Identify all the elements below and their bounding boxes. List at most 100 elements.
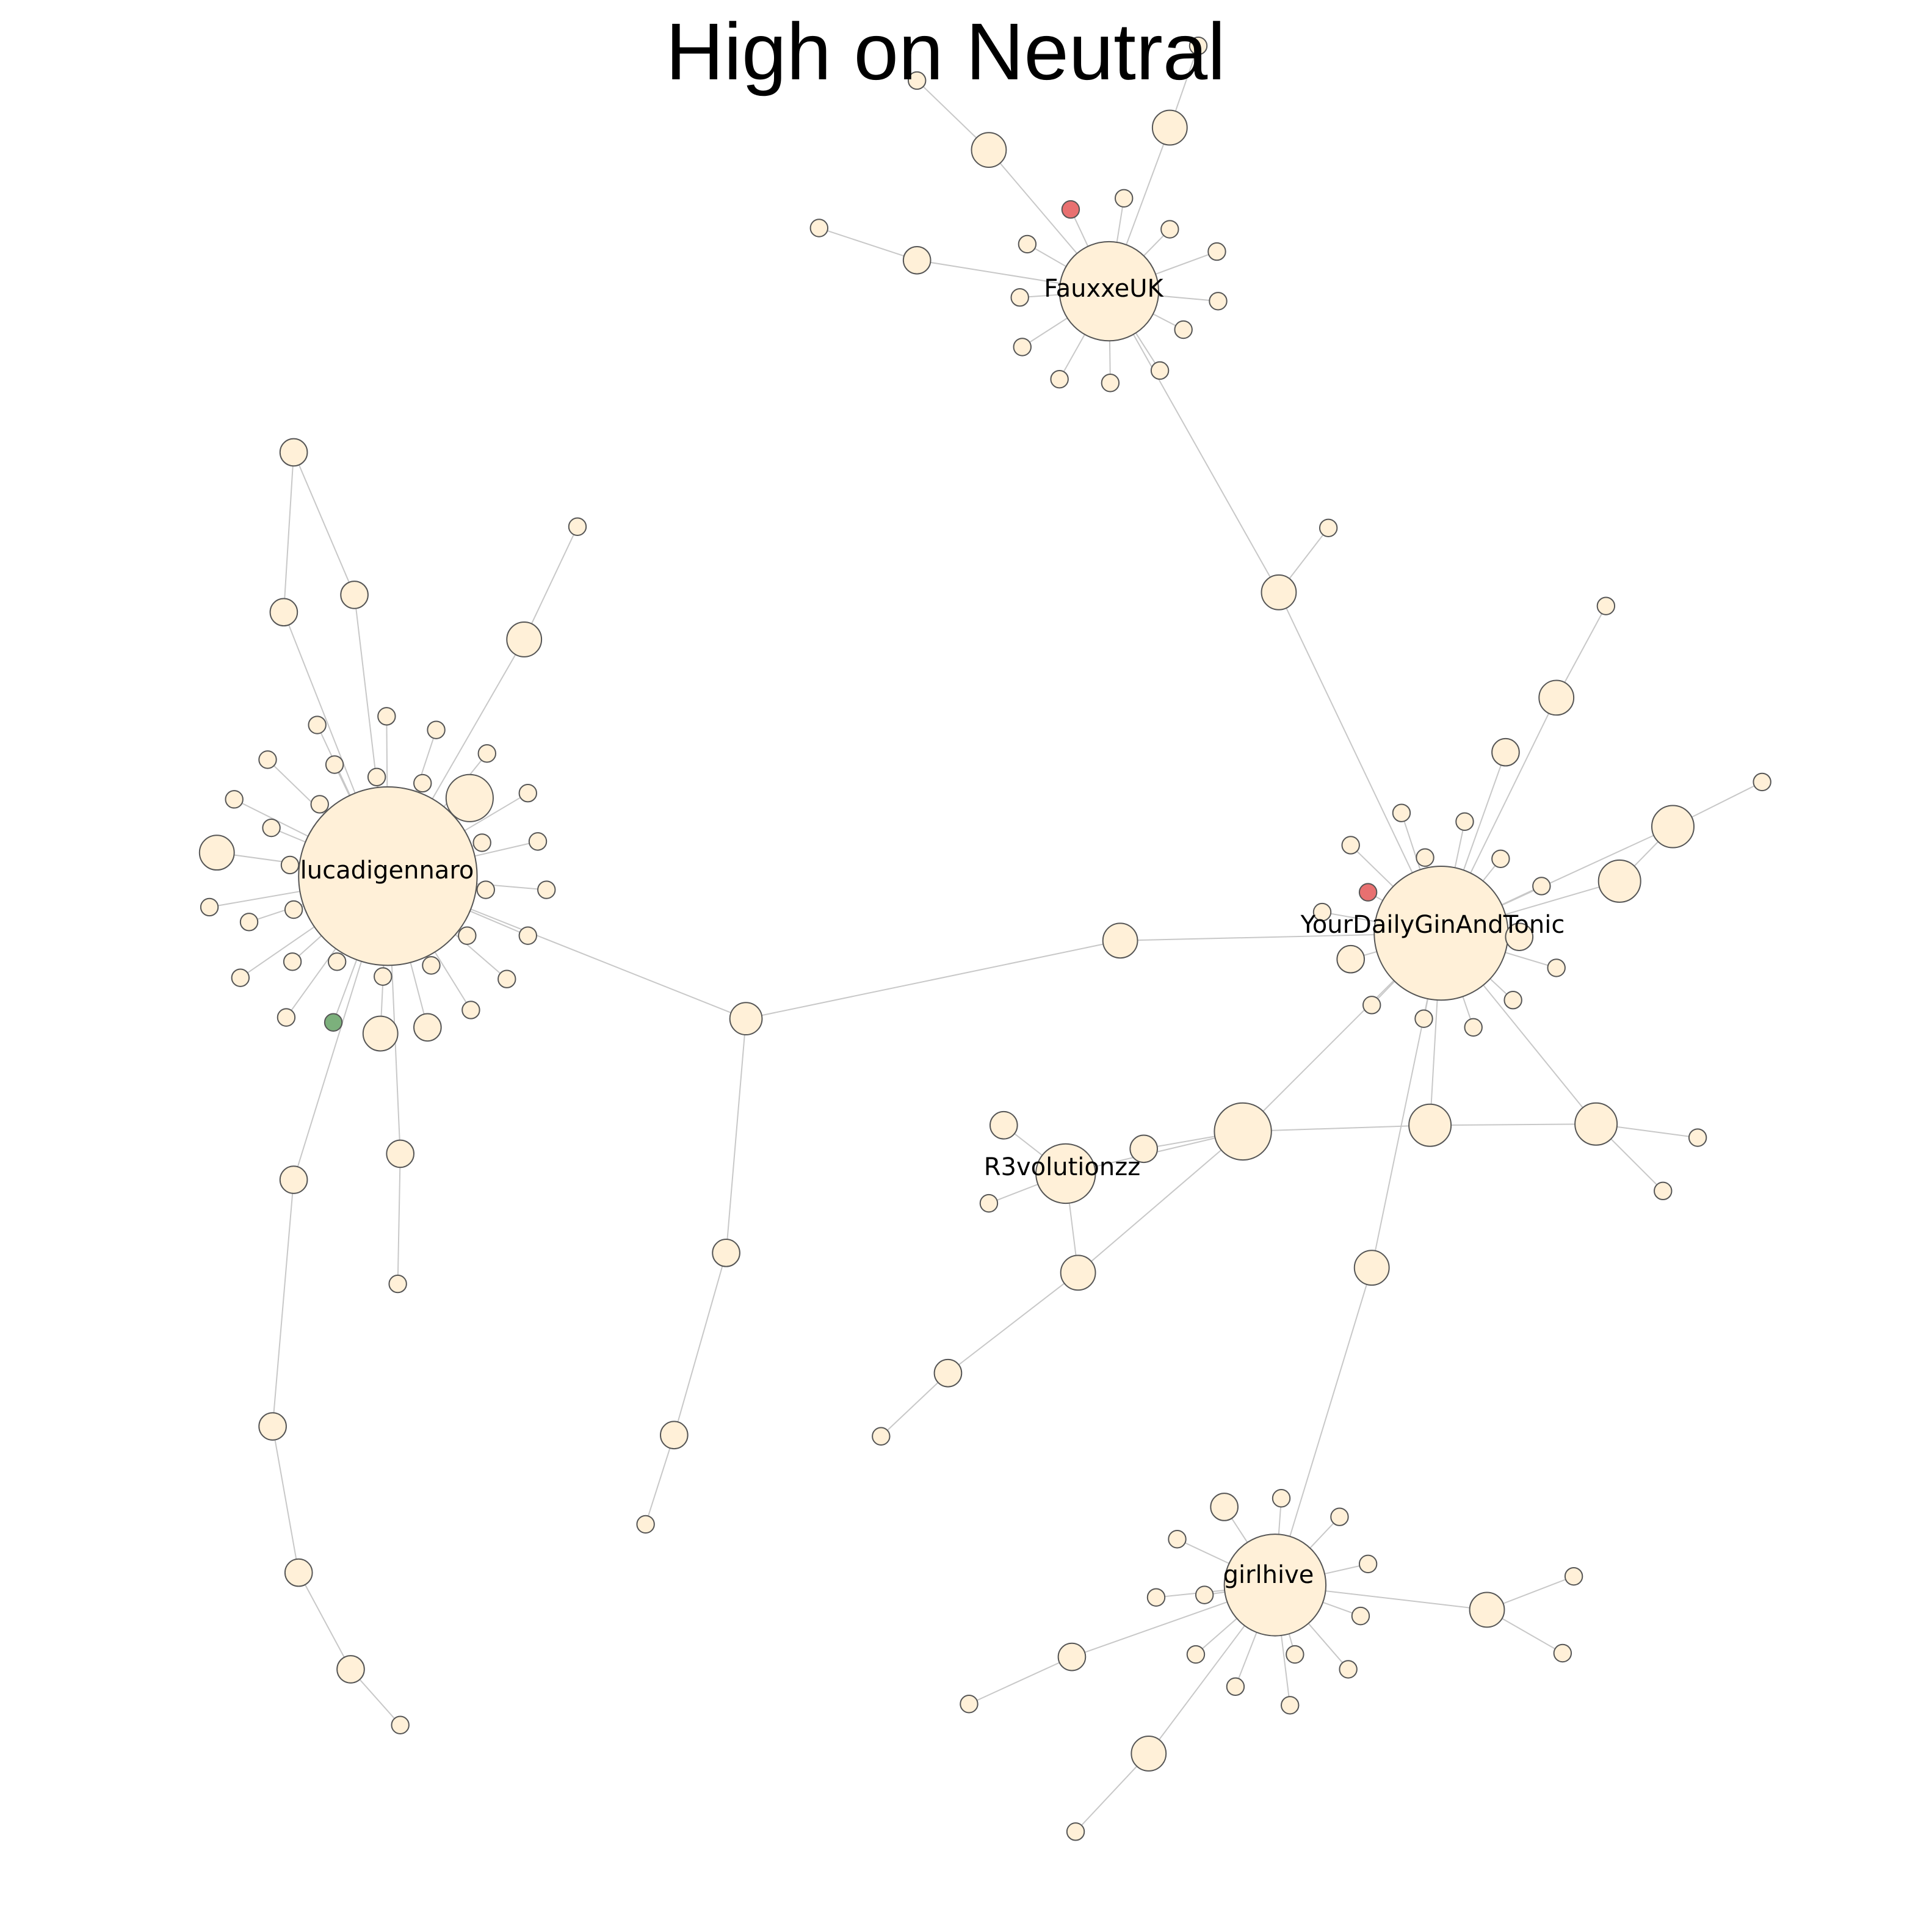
graph-node — [1351, 1606, 1370, 1626]
graph-node — [280, 855, 300, 875]
graph-node — [231, 968, 250, 987]
graph-node — [1491, 737, 1520, 767]
graph-node — [1339, 1660, 1358, 1679]
graph-node — [809, 219, 829, 237]
label-layer: FauxxeUK lucadigennaro YourDailyGinAndTo… — [300, 275, 1565, 1589]
graph-node — [1035, 1143, 1096, 1204]
graph-node — [1186, 1645, 1206, 1664]
chart-title: High on Neutral — [665, 7, 1225, 96]
graph-edge — [293, 452, 355, 595]
graph-node — [1168, 1530, 1187, 1549]
graph-node — [1272, 1489, 1291, 1508]
graph-node — [902, 245, 932, 275]
graph-node — [458, 926, 477, 945]
graph-node — [284, 1558, 313, 1587]
graph-node — [283, 952, 302, 971]
graph-edge — [1077, 1131, 1243, 1273]
graph-node — [1195, 1585, 1214, 1604]
graph-node — [472, 833, 491, 852]
graph-node — [1464, 1018, 1483, 1037]
graph-node — [1281, 1696, 1300, 1715]
graph-node — [336, 1655, 365, 1684]
graph-node — [1312, 902, 1332, 922]
graph-node — [461, 1001, 480, 1019]
graph-node — [1358, 1554, 1378, 1574]
graph-node — [200, 897, 219, 917]
graph-node — [1491, 849, 1510, 869]
graph-node — [298, 786, 478, 966]
graph-node-red — [1358, 883, 1378, 902]
graph-node — [1261, 574, 1297, 610]
graph-node — [388, 1274, 407, 1294]
graph-node — [636, 1515, 655, 1534]
graph-node — [1553, 1643, 1572, 1663]
graph-node — [1503, 991, 1522, 1010]
graph-node — [1392, 803, 1411, 822]
graph-edge — [645, 1435, 675, 1525]
graph-node — [422, 956, 441, 975]
graph-node — [1066, 1822, 1085, 1841]
graph-node — [362, 1015, 399, 1052]
graph-node — [340, 581, 369, 609]
graph-node — [1286, 1645, 1304, 1664]
graph-node — [712, 1239, 740, 1267]
graph-node — [1547, 958, 1566, 977]
graph-edge — [969, 1656, 1073, 1705]
graph-edge — [819, 227, 917, 261]
graph-node — [872, 1427, 891, 1446]
graph-node — [1469, 1592, 1505, 1628]
graph-node — [413, 1013, 442, 1042]
graph-edge — [397, 1153, 401, 1284]
graph-node-green — [324, 1013, 343, 1032]
hub-label-lucadigennaro: lucadigennaro — [300, 856, 474, 885]
graph-node — [1189, 36, 1208, 56]
graph-edge — [272, 1426, 300, 1573]
graph-node — [1174, 320, 1193, 339]
graph-node — [1210, 1493, 1239, 1521]
graph-node — [1532, 877, 1551, 896]
graph-node — [1101, 374, 1120, 393]
graph-edge — [272, 1179, 295, 1427]
graph-node — [497, 969, 516, 988]
graph-node — [1013, 338, 1032, 357]
graph-node — [377, 707, 396, 726]
graph-node — [308, 715, 327, 734]
graph-node — [310, 795, 329, 814]
graph-edge — [283, 452, 295, 612]
graph-node — [506, 621, 543, 657]
graph-node — [1416, 848, 1435, 867]
graph-node — [1207, 242, 1226, 261]
graph-node — [258, 750, 277, 769]
graph-node — [1505, 922, 1534, 952]
graph-node — [1214, 1102, 1272, 1161]
graph-node — [1336, 944, 1366, 974]
graph-node — [1597, 859, 1641, 903]
graph-node — [277, 1008, 296, 1027]
graph-node — [477, 744, 496, 763]
graph-node — [1102, 922, 1138, 959]
graph-node — [537, 880, 556, 899]
graph-node — [386, 1139, 415, 1168]
graph-node — [1115, 189, 1134, 208]
graph-node — [1060, 1255, 1096, 1291]
graph-node — [1330, 1507, 1349, 1526]
hub-label-fauxxeuk: FauxxeUK — [1044, 275, 1164, 303]
graph-node — [1688, 1128, 1707, 1147]
graph-node — [476, 880, 495, 899]
graph-node — [1596, 596, 1616, 615]
graph-node — [269, 598, 298, 627]
graph-node — [1223, 1534, 1327, 1637]
graph-node — [284, 900, 303, 919]
graph-node — [1129, 1134, 1159, 1164]
graph-node — [225, 790, 244, 809]
graph-node — [1209, 292, 1228, 311]
graph-node — [258, 1412, 287, 1441]
graph-node — [1131, 1736, 1167, 1772]
graph-node — [1050, 369, 1069, 389]
graph-node — [327, 952, 347, 971]
graph-node — [1362, 996, 1381, 1015]
graph-node — [413, 773, 432, 793]
graph-node — [391, 1715, 410, 1734]
